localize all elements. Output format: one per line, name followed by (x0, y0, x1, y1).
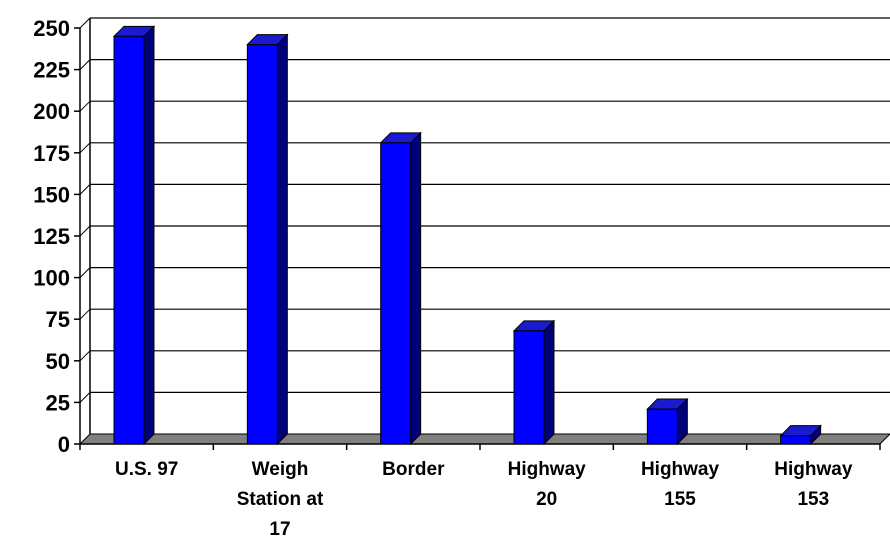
y-tick-label: 100 (33, 266, 70, 291)
bar-side (543, 319, 555, 446)
x-category-label: Weigh Station at 17 (237, 459, 324, 540)
bar-front (513, 330, 545, 445)
y-tick-label: 225 (33, 58, 70, 83)
y-axis-tick-labels: 0 25 50 75 100 125 150 175 200 225 250 (33, 16, 70, 457)
gridline-side (79, 308, 91, 320)
gridline-side (79, 17, 91, 29)
y-tick-label: 50 (46, 349, 70, 374)
bar-side (410, 131, 422, 446)
bar-front (380, 142, 412, 445)
floor-plane (78, 433, 890, 445)
bar (112, 25, 156, 446)
x-axis-category-labels: U.S. 97 Weigh Station at 17 Border Highway 20 H… (115, 459, 853, 540)
bar-front (780, 435, 812, 445)
bar-front (646, 408, 678, 445)
gridline-side (79, 184, 91, 195)
bar (379, 131, 422, 446)
y-tick-label: 25 (46, 390, 70, 415)
gridline-side (79, 59, 91, 70)
bar-side (143, 25, 155, 446)
gridline-side (79, 392, 91, 403)
y-tick-label: 75 (46, 307, 70, 332)
gridline-side (79, 350, 91, 362)
x-category-label: U.S. 97 (115, 459, 178, 480)
gridline-side (79, 100, 91, 112)
bar (646, 397, 689, 446)
gridline-side (79, 225, 91, 237)
y-tick-label: 0 (58, 432, 70, 457)
y-tick-label: 125 (33, 224, 70, 249)
bars (112, 25, 822, 446)
bar-side (276, 33, 288, 446)
y-tick-label: 250 (33, 16, 70, 41)
y-tick-label: 175 (33, 141, 70, 166)
bar-front (246, 44, 278, 445)
gridlines (79, 17, 890, 403)
gridline-side (79, 267, 91, 278)
bar (246, 33, 289, 446)
x-category-label: Border (382, 459, 445, 480)
bar-front (113, 35, 145, 445)
axes (74, 18, 881, 450)
x-category-label: Highway 155 (641, 459, 720, 510)
bar (512, 319, 556, 446)
x-category-label: Highway 20 (508, 459, 587, 510)
bar (779, 424, 822, 446)
chart-floor (78, 433, 890, 445)
y-tick-label: 200 (33, 99, 70, 124)
y-tick-label: 150 (33, 182, 70, 207)
gridline-side (79, 142, 91, 154)
x-category-label: Highway 153 (774, 459, 853, 510)
